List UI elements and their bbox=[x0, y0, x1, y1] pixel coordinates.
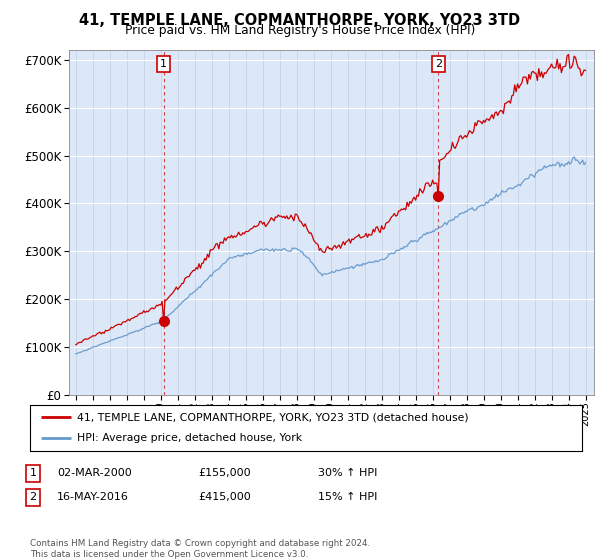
Text: 2: 2 bbox=[434, 59, 442, 69]
Text: 1: 1 bbox=[160, 59, 167, 69]
Text: 30% ↑ HPI: 30% ↑ HPI bbox=[318, 468, 377, 478]
Text: Price paid vs. HM Land Registry's House Price Index (HPI): Price paid vs. HM Land Registry's House … bbox=[125, 24, 475, 37]
Text: 1: 1 bbox=[29, 468, 37, 478]
Text: 02-MAR-2000: 02-MAR-2000 bbox=[57, 468, 132, 478]
Text: 41, TEMPLE LANE, COPMANTHORPE, YORK, YO23 3TD: 41, TEMPLE LANE, COPMANTHORPE, YORK, YO2… bbox=[79, 13, 521, 28]
Text: £415,000: £415,000 bbox=[198, 492, 251, 502]
Text: HPI: Average price, detached house, York: HPI: Average price, detached house, York bbox=[77, 433, 302, 444]
Text: Contains HM Land Registry data © Crown copyright and database right 2024.
This d: Contains HM Land Registry data © Crown c… bbox=[30, 539, 370, 559]
Text: 2: 2 bbox=[29, 492, 37, 502]
Text: 41, TEMPLE LANE, COPMANTHORPE, YORK, YO23 3TD (detached house): 41, TEMPLE LANE, COPMANTHORPE, YORK, YO2… bbox=[77, 412, 469, 422]
Text: 16-MAY-2016: 16-MAY-2016 bbox=[57, 492, 129, 502]
Text: 15% ↑ HPI: 15% ↑ HPI bbox=[318, 492, 377, 502]
Text: £155,000: £155,000 bbox=[198, 468, 251, 478]
